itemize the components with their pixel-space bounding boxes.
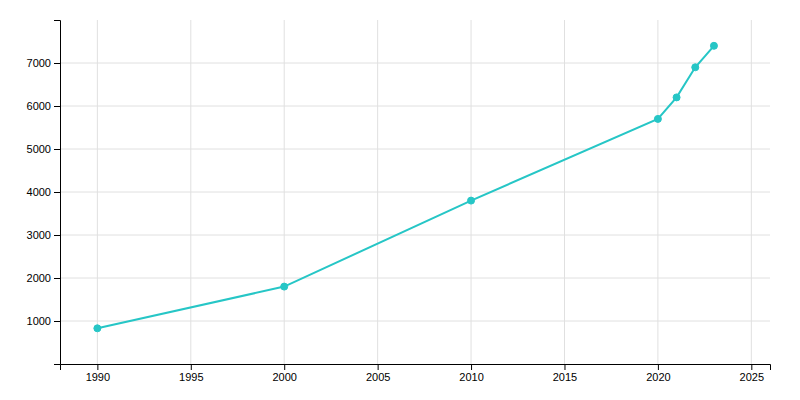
tick-mark bbox=[54, 235, 60, 236]
tick: 7000 bbox=[27, 57, 60, 69]
tick-mark bbox=[191, 364, 192, 370]
point bbox=[692, 64, 699, 71]
grid-line bbox=[60, 63, 770, 64]
tick-mark bbox=[751, 364, 752, 370]
tick: 2010 bbox=[459, 364, 483, 383]
grid-line bbox=[60, 278, 770, 279]
tick-mark bbox=[284, 364, 285, 370]
chart: 1990 1995 2000 2005 2010 2015 2020 2025 1000 2000… bbox=[0, 0, 800, 400]
tick-mark bbox=[54, 321, 60, 322]
point bbox=[281, 283, 288, 290]
tick: 2000 bbox=[272, 364, 296, 383]
tick: 5000 bbox=[27, 143, 60, 155]
tick: 2020 bbox=[646, 364, 670, 383]
tick: 1990 bbox=[86, 364, 110, 383]
tick-mark bbox=[378, 364, 379, 370]
point bbox=[673, 94, 680, 101]
tick: 1995 bbox=[179, 364, 203, 383]
marks bbox=[94, 42, 718, 332]
tick: 4000 bbox=[27, 186, 60, 198]
tick-label: 2000 bbox=[272, 371, 296, 383]
grid-line bbox=[60, 149, 770, 150]
tick: 3000 bbox=[27, 229, 60, 241]
tick-label: 3000 bbox=[27, 229, 51, 241]
tick-label: 1990 bbox=[86, 371, 110, 383]
plot: 1990 1995 2000 2005 2010 2015 2020 2025 1000 2000… bbox=[27, 20, 771, 383]
tick-mark bbox=[658, 364, 659, 370]
tick-label: 2015 bbox=[553, 371, 577, 383]
grid-line bbox=[60, 106, 770, 107]
grid-line bbox=[60, 192, 770, 193]
tick-mark bbox=[54, 149, 60, 150]
point bbox=[468, 197, 475, 204]
axis-line bbox=[61, 365, 771, 371]
grid bbox=[60, 20, 770, 364]
tick-mark bbox=[471, 364, 472, 370]
tick-label: 2025 bbox=[740, 371, 764, 383]
line bbox=[97, 46, 714, 329]
tick: 2025 bbox=[740, 364, 764, 383]
grid-line bbox=[60, 321, 770, 322]
point bbox=[94, 325, 101, 332]
tick-mark bbox=[564, 364, 565, 370]
tick: 6000 bbox=[27, 100, 60, 112]
x-axis: 1990 1995 2000 2005 2010 2015 2020 2025 bbox=[61, 364, 771, 383]
tick-mark bbox=[54, 106, 60, 107]
tick-label: 5000 bbox=[27, 143, 51, 155]
tick-mark bbox=[54, 192, 60, 193]
tick: 2005 bbox=[366, 364, 390, 383]
tick-label: 1995 bbox=[179, 371, 203, 383]
tick: 2015 bbox=[553, 364, 577, 383]
tick-label: 7000 bbox=[27, 57, 51, 69]
tick-label: 1000 bbox=[27, 315, 51, 327]
tick-mark bbox=[54, 278, 60, 279]
tick-mark bbox=[97, 364, 98, 370]
tick-label: 2020 bbox=[646, 371, 670, 383]
tick-label: 2000 bbox=[27, 272, 51, 284]
point bbox=[654, 115, 661, 122]
tick-mark bbox=[54, 63, 60, 64]
grid-line bbox=[60, 235, 770, 236]
y-axis: 1000 2000 3000 4000 5000 6000 7000 bbox=[27, 21, 61, 365]
tick-label: 2010 bbox=[459, 371, 483, 383]
tick: 2000 bbox=[27, 272, 60, 284]
axis-line bbox=[54, 21, 61, 365]
tick-label: 6000 bbox=[27, 100, 51, 112]
tick: 1000 bbox=[27, 315, 60, 327]
point bbox=[710, 42, 717, 49]
tick-label: 2005 bbox=[366, 371, 390, 383]
tick-label: 4000 bbox=[27, 186, 51, 198]
